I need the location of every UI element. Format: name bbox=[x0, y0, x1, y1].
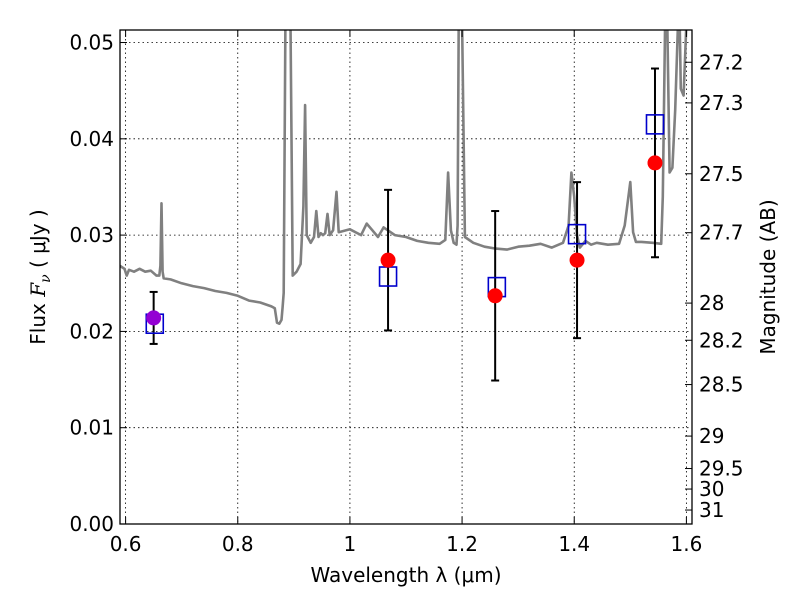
y-tick-label: 0.04 bbox=[69, 127, 114, 151]
x-axis-label: Wavelength λ (μm) bbox=[310, 563, 501, 587]
y2-tick-label: 27.7 bbox=[699, 221, 744, 245]
plot-frame bbox=[119, 29, 693, 525]
x-tick-label: 1.4 bbox=[558, 532, 590, 556]
y2-tick-label: 28 bbox=[699, 291, 724, 315]
model-spectrum bbox=[120, 30, 688, 326]
axis-ticks: 0.6 0.8 1 1.2 1.4 1.6 0.00 0.01 0.02 0.03 0.04 0.05… bbox=[69, 30, 744, 556]
x-tick-label: 1.6 bbox=[670, 532, 702, 556]
y-axis-label: Flux Fν ( μJy ) bbox=[26, 209, 54, 344]
observed-flux-dot bbox=[146, 310, 162, 326]
observed-flux-dot bbox=[647, 155, 663, 171]
model-photometry-square bbox=[645, 114, 665, 135]
y2-tick-label: 31 bbox=[699, 498, 724, 522]
y-tick-label: 0.02 bbox=[69, 319, 114, 343]
y-tick-label: 0.05 bbox=[69, 31, 114, 55]
y-tick-label: 0.00 bbox=[69, 512, 114, 536]
y2-tick-label: 28.2 bbox=[699, 328, 744, 352]
x-tick-label: 0.6 bbox=[110, 532, 142, 556]
x-tick-label: 0.8 bbox=[222, 532, 254, 556]
observed-flux-dot bbox=[487, 288, 503, 304]
y-tick-label: 0.01 bbox=[69, 416, 114, 440]
y2-tick-label: 28.5 bbox=[699, 373, 744, 397]
x-tick-label: 1.2 bbox=[446, 532, 478, 556]
observed-flux-dot bbox=[569, 252, 585, 268]
y2-tick-label: 29 bbox=[699, 424, 724, 448]
y2-tick-label: 27.3 bbox=[699, 91, 744, 115]
y-tick-label: 0.03 bbox=[69, 223, 114, 247]
observed-flux-markers bbox=[146, 155, 663, 326]
observed-flux-dot bbox=[380, 252, 396, 268]
spectrum-line bbox=[120, 30, 688, 326]
model-photometry-square bbox=[567, 223, 587, 245]
y2-axis-label: Magnitude (AB) bbox=[756, 199, 780, 354]
y2-tick-label: 27.5 bbox=[699, 162, 744, 186]
y2-tick-label: 30 bbox=[699, 477, 724, 501]
y2-tick-label: 27.2 bbox=[699, 50, 744, 74]
x-tick-label: 1 bbox=[344, 532, 357, 556]
y2-tick-label: 29.5 bbox=[699, 457, 744, 481]
